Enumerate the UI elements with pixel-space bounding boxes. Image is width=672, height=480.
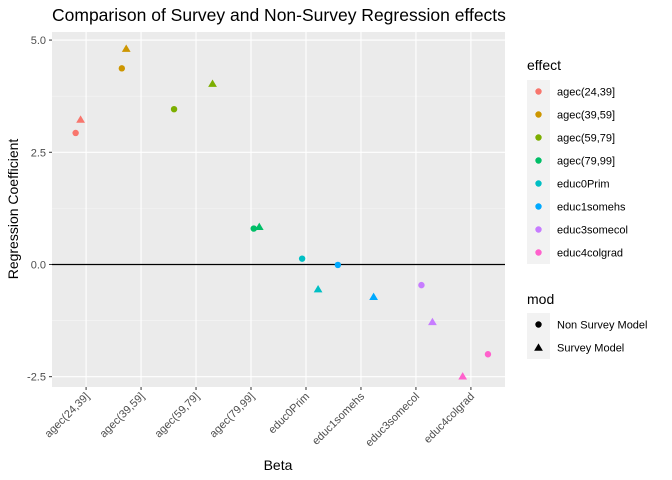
x-tick-label: agec(79,99] (208, 391, 258, 441)
legend-key-circle (535, 321, 542, 328)
x-tick-label: agec(39,59] (98, 391, 148, 441)
legend-key-dot (535, 249, 542, 256)
legend-effect: effect agec(24,39] agec(39,59] agec(59,79]… (527, 57, 628, 264)
point-survey-educ4colgrad (458, 372, 468, 380)
legend-mod-label: Survey Model (557, 343, 624, 355)
point-nonsurvey-educ3somecol (418, 281, 425, 289)
y-axis: 5.0 2.5 0.0 -2.5 (27, 35, 52, 384)
legend-key-dot (535, 157, 542, 164)
legend-effect-label: agec(39,59] (557, 110, 615, 122)
point-nonsurvey-agec(24,39] (72, 129, 79, 137)
x-tick-label: educ0Prim (266, 391, 312, 437)
chart-title: Comparison of Survey and Non-Survey Regr… (52, 5, 506, 25)
legend-key-dot (535, 226, 542, 233)
point-survey-educ1somehs (369, 292, 378, 301)
point-nonsurvey-agec(79,99] (250, 225, 257, 232)
x-tick-label: educ1somehs (310, 390, 367, 447)
legend-mod: mod Non Survey Model Survey Model (527, 291, 648, 359)
point-nonsurvey-agec(39,59] (118, 65, 126, 72)
legend-effect-label: educ1somehs (557, 202, 626, 214)
legend-mod-label: Non Survey Model (557, 320, 648, 332)
x-tick-label: agec(24,39] (43, 391, 93, 441)
x-tick-label: agec(59,79] (153, 391, 203, 441)
legend-effect-title: effect (527, 57, 561, 73)
data-points (72, 44, 492, 380)
point-nonsurvey-agec(59,79] (170, 105, 178, 113)
x-axis-title: Beta (264, 457, 293, 473)
legend-effect-label: educ3somecol (557, 225, 628, 237)
point-nonsurvey-educ0Prim (298, 255, 306, 262)
point-survey-educ0Prim (313, 285, 323, 293)
x-tick-label: educ4colgrad (422, 391, 477, 446)
x-tick-label: educ3somecol (363, 391, 422, 450)
legend-effect-label: agec(59,79] (557, 133, 615, 145)
point-survey-agec(79,99] (254, 222, 264, 230)
point-survey-agec(59,79] (208, 79, 217, 87)
legend-effect-label: agec(24,39] (557, 87, 615, 99)
y-tick-label: 0.0 (31, 259, 46, 271)
legend-effect-label: educ4colgrad (557, 248, 623, 260)
y-tick-label: 2.5 (31, 147, 46, 159)
point-survey-agec(39,59] (121, 44, 131, 52)
y-tick-label: -2.5 (27, 372, 46, 384)
point-survey-educ3somecol (428, 317, 437, 326)
legend-effect-label: agec(79,99] (557, 156, 615, 168)
point-nonsurvey-educ4colgrad (484, 351, 492, 358)
y-tick-label: 5.0 (31, 35, 46, 47)
legend-mod-title: mod (527, 291, 554, 307)
point-survey-agec(24,39] (76, 115, 85, 123)
plot-panel (52, 32, 505, 387)
x-axis: agec(24,39] agec(39,59] agec(59,79] agec(79… (43, 387, 477, 449)
legend-key-triangle (534, 343, 543, 351)
legend-key-dot (535, 88, 542, 95)
point-nonsurvey-educ1somehs (334, 261, 342, 269)
legend-key-dot (535, 111, 542, 118)
y-axis-title: Regression Coefficient (5, 139, 21, 280)
legend-key-dot (535, 180, 542, 187)
legend-key-dot (535, 134, 542, 141)
legend-effect-label: educ0Prim (557, 179, 610, 191)
legend-key-dot (535, 203, 542, 210)
